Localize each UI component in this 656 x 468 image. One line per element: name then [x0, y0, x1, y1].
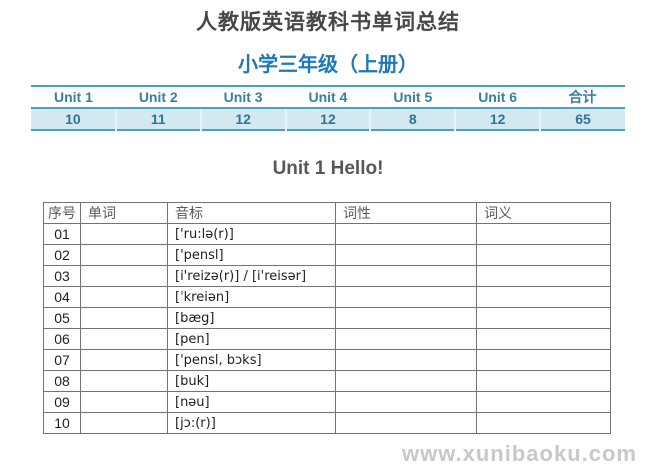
summary-unit-count: 12: [199, 108, 286, 130]
word-table-row: 03 [i'reizə(r)] / [i'reisər]: [43, 265, 611, 287]
word-list-table: 序号 单词 音标 词性 词义 01 ['ru:lə(r)] 02 ['pensl] 03…: [43, 202, 611, 434]
phonetic-cell: [nəu]: [167, 391, 336, 413]
phonetic-cell: [i'reizə(r)] / [i'reisər]: [167, 265, 336, 287]
page-title: 人教版英语教科书单词总结: [196, 11, 460, 34]
word-cell: [80, 307, 168, 329]
word-table-header-row: 序号 单词 音标 词性 词义: [43, 202, 611, 224]
part-of-speech-cell: [335, 244, 477, 266]
word-cell: [80, 328, 168, 350]
watermark-text: www.xunibaoku.com: [402, 441, 637, 466]
row-number-cell: 05: [43, 307, 81, 329]
phonetic-cell: [buk]: [167, 370, 336, 392]
word-cell: [80, 349, 168, 371]
summary-unit-header: Unit 2: [115, 86, 201, 109]
phonetic-cell: ['ru:lə(r)]: [167, 223, 336, 245]
col-header-meaning: 词义: [476, 202, 611, 224]
part-of-speech-cell: [335, 265, 477, 287]
unit-word-count-table: Unit 1 Unit 2 Unit 3 Unit 4 Unit 5 Unit 6 合计 1…: [31, 85, 625, 131]
word-cell: [80, 412, 168, 434]
col-header-word: 单词: [80, 202, 168, 224]
summary-unit-header: Unit 1: [31, 86, 116, 109]
part-of-speech-cell: [335, 328, 477, 350]
part-of-speech-cell: [335, 349, 477, 371]
word-cell: [80, 391, 168, 413]
meaning-cell: [476, 391, 611, 413]
word-table-row: 05 [bæg]: [43, 307, 611, 329]
part-of-speech-cell: [335, 307, 477, 329]
word-table-row: 06 [pen]: [43, 328, 611, 350]
row-number-cell: 04: [43, 286, 81, 308]
word-table-row: 07 ['pensl, bɔks]: [43, 349, 611, 371]
part-of-speech-cell: [335, 223, 477, 245]
meaning-cell: [476, 223, 611, 245]
row-number-cell: 06: [43, 328, 81, 350]
summary-value-row: 10 11 12 12 8 12 65: [31, 108, 625, 130]
row-number-cell: 10: [43, 412, 81, 434]
row-number-cell: 03: [43, 265, 81, 287]
row-number-cell: 07: [43, 349, 81, 371]
meaning-cell: [476, 244, 611, 266]
word-table-row: 09 [nəu]: [43, 391, 611, 413]
col-header-number: 序号: [43, 202, 81, 224]
meaning-cell: [476, 307, 611, 329]
row-number-cell: 08: [43, 370, 81, 392]
summary-unit-header: 合计: [540, 86, 625, 109]
meaning-cell: [476, 328, 611, 350]
summary-unit-header: Unit 4: [285, 86, 371, 109]
meaning-cell: [476, 286, 611, 308]
word-cell: [80, 223, 168, 245]
meaning-cell: [476, 412, 611, 434]
word-table-row: 04 [ˈkreiən]: [43, 286, 611, 308]
meaning-cell: [476, 349, 611, 371]
word-cell: [80, 265, 168, 287]
word-table-row: 10 [jɔ:(r)]: [43, 412, 611, 434]
summary-unit-header: Unit 5: [370, 86, 456, 109]
summary-unit-header: Unit 3: [200, 86, 286, 109]
summary-unit-count: 12: [454, 108, 541, 130]
word-cell: [80, 286, 168, 308]
summary-header-row: Unit 1 Unit 2 Unit 3 Unit 4 Unit 5 Unit 6 合计: [31, 86, 625, 109]
phonetic-cell: [jɔ:(r)]: [167, 412, 336, 434]
col-header-phonetic: 音标: [167, 202, 336, 224]
summary-unit-count: 65: [539, 108, 625, 130]
word-cell: [80, 244, 168, 266]
part-of-speech-cell: [335, 286, 477, 308]
row-number-cell: 01: [43, 223, 81, 245]
word-table-row: 02 ['pensl]: [43, 244, 611, 266]
page-subtitle: 小学三年级（上册）: [238, 54, 418, 76]
phonetic-cell: [bæg]: [167, 307, 336, 329]
summary-unit-header: Unit 6: [455, 86, 541, 109]
word-table-row: 08 [buk]: [43, 370, 611, 392]
unit-section-title: Unit 1 Hello!: [272, 158, 384, 179]
meaning-cell: [476, 370, 611, 392]
part-of-speech-cell: [335, 391, 477, 413]
word-table-row: 01 ['ru:lə(r)]: [43, 223, 611, 245]
summary-unit-count: 12: [284, 108, 371, 130]
part-of-speech-cell: [335, 370, 477, 392]
row-number-cell: 02: [43, 244, 81, 266]
phonetic-cell: [ˈkreiən]: [167, 286, 336, 308]
row-number-cell: 09: [43, 391, 81, 413]
summary-unit-count: 8: [369, 108, 456, 130]
summary-unit-count: 10: [31, 108, 116, 130]
phonetic-cell: [pen]: [167, 328, 336, 350]
meaning-cell: [476, 265, 611, 287]
col-header-part-of-speech: 词性: [335, 202, 477, 224]
phonetic-cell: ['pensl]: [167, 244, 336, 266]
word-cell: [80, 370, 168, 392]
phonetic-cell: ['pensl, bɔks]: [167, 349, 336, 371]
summary-unit-count: 11: [114, 108, 201, 130]
part-of-speech-cell: [335, 412, 477, 434]
